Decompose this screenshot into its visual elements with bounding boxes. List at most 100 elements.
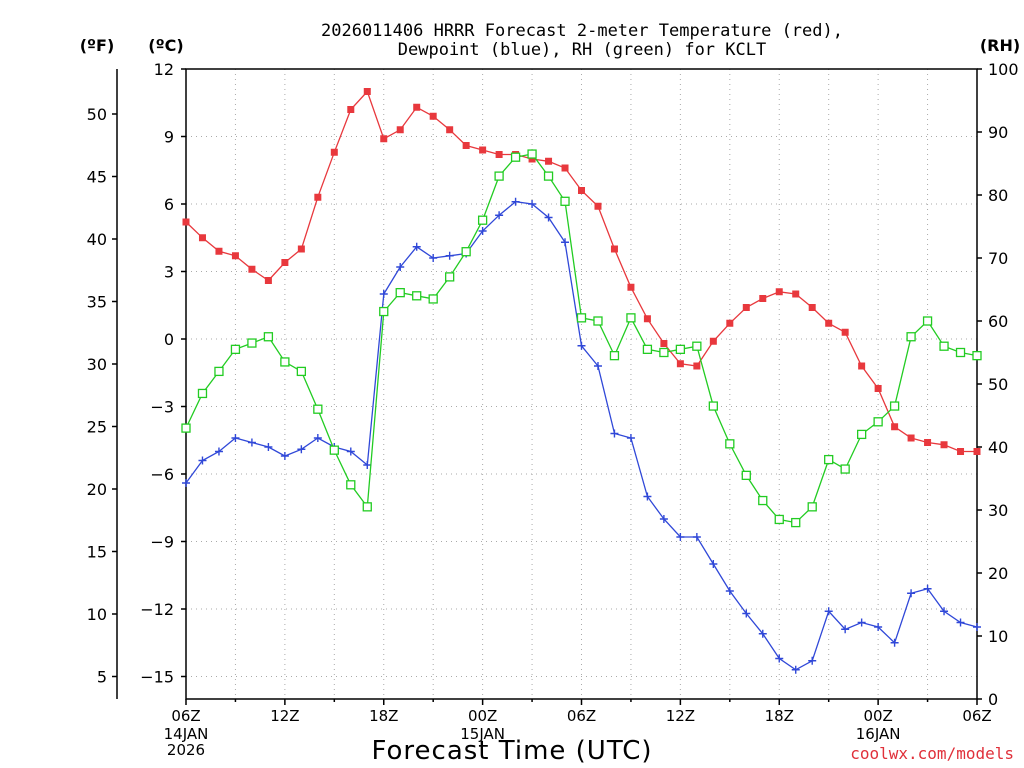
dewpoint-point (379, 290, 388, 298)
x-tick-label: 06Z (171, 707, 200, 725)
dewpoint-point (182, 479, 190, 487)
temperature-point (578, 187, 585, 194)
temperature-point (363, 88, 371, 95)
temperature-point (314, 193, 322, 201)
temperature-point (561, 164, 569, 172)
rh-point (873, 417, 883, 427)
rh-point (527, 149, 537, 159)
temperature-point (248, 265, 256, 273)
dewpoint-point (297, 445, 306, 454)
dewpoint-point (247, 438, 256, 447)
rh-point (708, 401, 718, 411)
x-tick-label: 18Z (369, 707, 398, 725)
temperature-point (709, 337, 717, 345)
fahrenheit-tick-label: 35 (87, 293, 107, 312)
rh-point (972, 350, 982, 361)
credit-text: coolwx.com/models (850, 744, 1014, 763)
tick-labels: 5045403530252015105129630−3−6−9−12−15100… (87, 60, 1019, 759)
rh-point (379, 306, 389, 317)
dewpoint-point (198, 456, 207, 465)
temperature-point (643, 315, 651, 323)
rh-tick-label: 60 (988, 312, 1008, 331)
rh-point (543, 171, 554, 181)
fahrenheit-tick-label: 10 (87, 605, 107, 624)
temperature-point (380, 135, 388, 143)
rh-point (296, 366, 307, 377)
rh-point (725, 439, 735, 449)
fahrenheit-tick-label: 25 (87, 418, 107, 437)
rh-unit-label: (RH) (980, 36, 1020, 55)
temperature-point (874, 385, 882, 392)
rh-point (609, 350, 620, 361)
title-line-2: Dewpoint (blue), RH (green) for KCLT (398, 40, 766, 60)
temperature-point (775, 288, 783, 296)
rh-point (362, 502, 372, 512)
rh-point (955, 347, 966, 358)
dewpoint-point (709, 560, 718, 568)
x-axis-label: Forecast Time (UTC) (371, 736, 652, 766)
dewpoint-point (824, 607, 833, 616)
dewpoint-point (808, 656, 817, 665)
rh-point (395, 287, 405, 298)
temperature-point (347, 106, 355, 113)
rh-point (758, 495, 768, 506)
fahrenheit-tick-label: 15 (87, 543, 107, 562)
dewpoint-point (841, 625, 850, 634)
fahrenheit-tick-label: 20 (87, 480, 107, 499)
rh-point (560, 196, 570, 206)
dewpoint-point (626, 434, 635, 442)
celsius-tick-label: −6 (150, 465, 174, 484)
dewpoint-point (231, 434, 240, 442)
temperature-point (627, 283, 635, 291)
temperature-point (198, 234, 206, 242)
rh-point (824, 454, 834, 465)
rh-point (922, 316, 933, 326)
dewpoint-point (643, 492, 652, 501)
fahrenheit-tick-label: 30 (87, 355, 107, 374)
dewpoint-point (495, 211, 504, 220)
dewpoint-point (528, 200, 537, 208)
temperature-point (330, 148, 338, 156)
celsius-tick-label: −12 (140, 600, 174, 619)
dewpoint-point (396, 263, 405, 271)
rh-point (280, 357, 290, 367)
dewpoint-point (923, 584, 932, 593)
rh-tick-label: 80 (988, 186, 1008, 205)
temperature-point (808, 304, 816, 311)
rh-tick-label: 20 (988, 564, 1008, 583)
celsius-tick-label: 0 (164, 330, 174, 349)
dewpoint-point (907, 589, 916, 598)
x-tick-label: 18Z (765, 707, 794, 725)
rh-point (181, 423, 191, 433)
temperature-point (479, 146, 487, 154)
x-tick-label: 12Z (666, 707, 695, 725)
dewpoint-point (890, 638, 899, 647)
temperature-point (907, 434, 915, 442)
temperature-point (924, 439, 932, 446)
rh-tick-label: 100 (988, 60, 1019, 79)
rh-point (428, 294, 438, 304)
rh-point (791, 517, 801, 528)
x-tick-label: 00Z (468, 707, 497, 725)
temperature-point (545, 157, 553, 165)
dewpoint-point (791, 665, 800, 674)
celsius-unit-label: (ºC) (148, 36, 183, 55)
rh-point (807, 502, 817, 512)
rh-point (230, 344, 241, 355)
rh-point (214, 366, 224, 377)
rh-tick-label: 70 (988, 249, 1008, 268)
rh-point (856, 429, 867, 440)
dewpoint-point (610, 429, 619, 438)
dewpoint-point (280, 452, 289, 460)
dewpoint-point (775, 654, 784, 663)
x-tick-label: 06Z (567, 707, 596, 725)
dewpoint-point (478, 227, 487, 235)
dewpoint-point (742, 609, 751, 618)
temperature-point (495, 151, 503, 158)
fahrenheit-tick-label: 5 (97, 668, 107, 687)
rh-point (906, 332, 916, 342)
dewpoint-point (593, 362, 602, 370)
temperature-point (693, 362, 701, 370)
rh-point (889, 401, 900, 411)
rh-point (774, 514, 784, 525)
